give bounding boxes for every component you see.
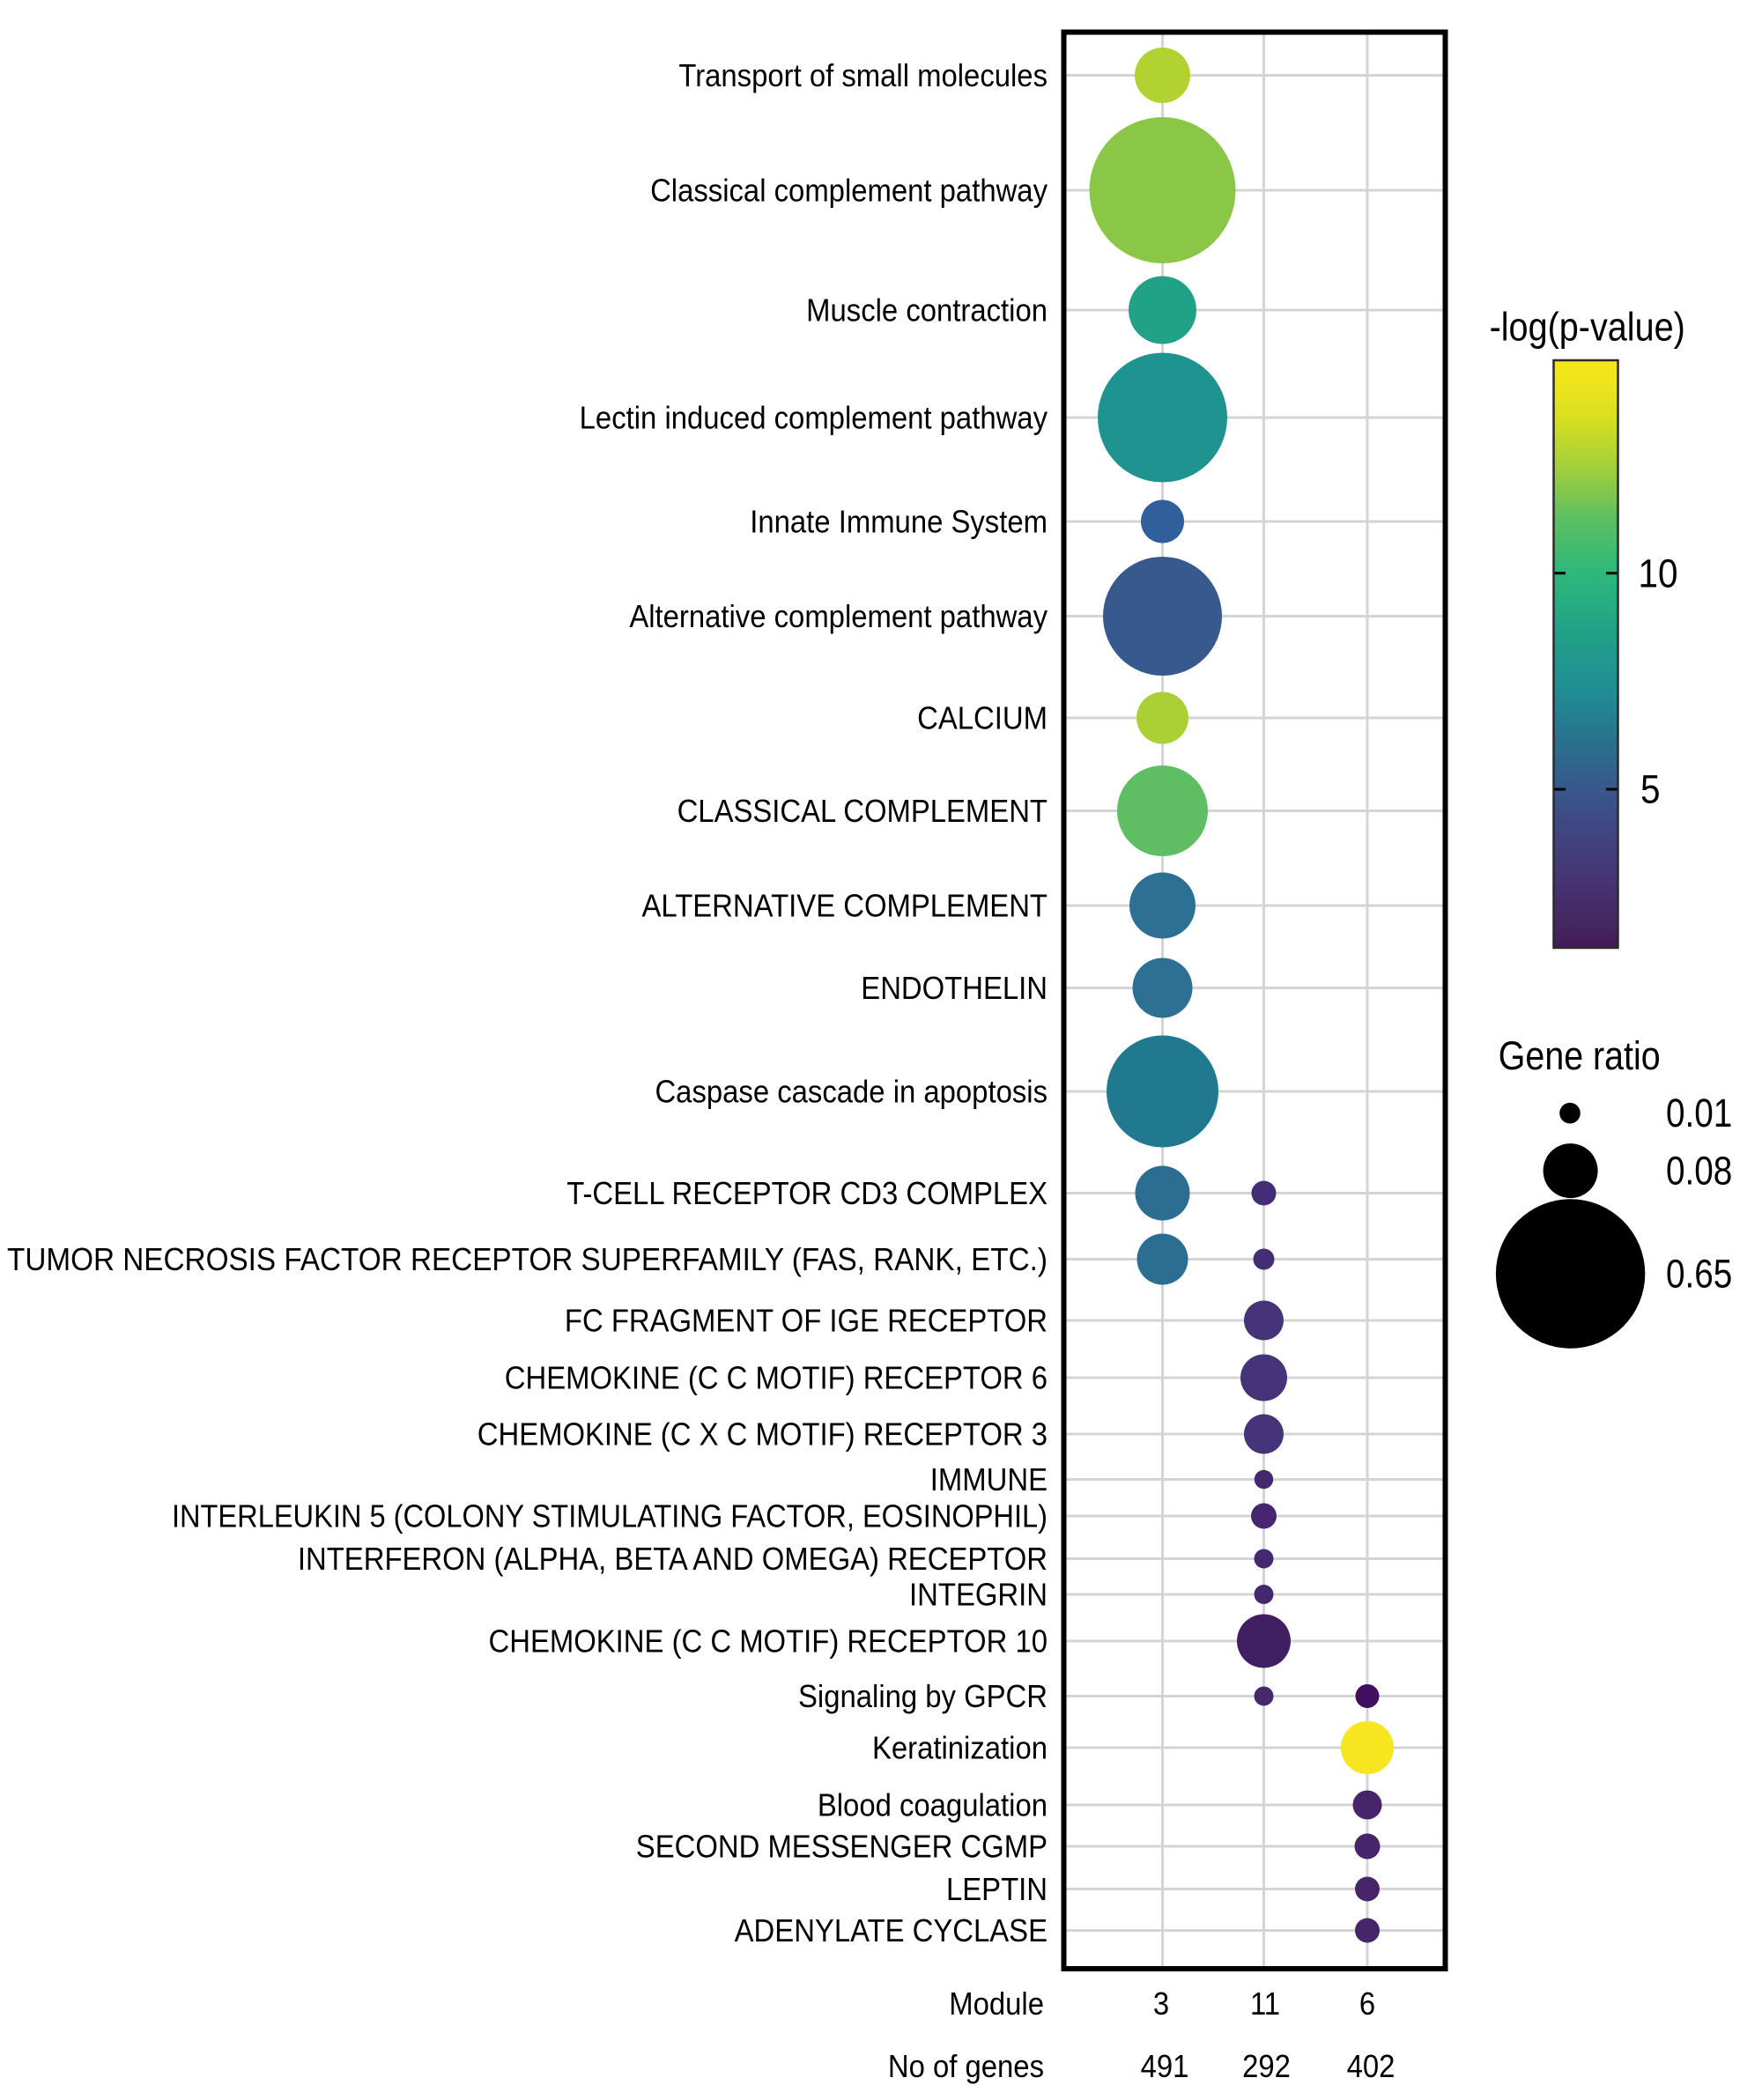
svg-text:CALCIUM: CALCIUM <box>917 701 1048 736</box>
svg-text:INTEGRIN: INTEGRIN <box>909 1578 1048 1613</box>
svg-text:-log(p-value): -log(p-value) <box>1490 305 1685 349</box>
svg-text:3: 3 <box>1153 1986 1169 2022</box>
svg-text:CHEMOKINE (C C MOTIF) RECEPTOR: CHEMOKINE (C C MOTIF) RECEPTOR 10 <box>489 1624 1048 1660</box>
svg-text:402: 402 <box>1347 2049 1396 2084</box>
svg-text:No of genes: No of genes <box>888 2049 1044 2084</box>
svg-text:491: 491 <box>1141 2049 1189 2084</box>
svg-text:Signaling by GPCR: Signaling by GPCR <box>798 1679 1048 1714</box>
svg-text:INTERFERON (ALPHA, BETA AND OM: INTERFERON (ALPHA, BETA AND OMEGA) RECEP… <box>298 1542 1048 1577</box>
svg-text:Gene ratio: Gene ratio <box>1499 1034 1661 1078</box>
svg-text:292: 292 <box>1242 2049 1291 2084</box>
svg-text:0.01: 0.01 <box>1666 1091 1732 1135</box>
svg-text:Transport of small molecules: Transport of small molecules <box>678 58 1048 93</box>
svg-text:Blood coagulation: Blood coagulation <box>818 1788 1048 1823</box>
svg-text:SECOND MESSENGER CGMP: SECOND MESSENGER CGMP <box>636 1830 1048 1865</box>
svg-text:ADENYLATE CYCLASE: ADENYLATE CYCLASE <box>735 1913 1048 1948</box>
svg-text:TUMOR NECROSIS FACTOR RECEPTOR: TUMOR NECROSIS FACTOR RECEPTOR SUPERFAMI… <box>7 1242 1048 1278</box>
svg-text:10: 10 <box>1639 551 1678 595</box>
svg-text:Innate Immune System: Innate Immune System <box>750 505 1048 540</box>
svg-text:CLASSICAL COMPLEMENT: CLASSICAL COMPLEMENT <box>677 794 1048 829</box>
svg-text:FC FRAGMENT OF IGE RECEPTOR: FC FRAGMENT OF IGE RECEPTOR <box>565 1304 1048 1339</box>
svg-text:CHEMOKINE (C X C MOTIF) RECEPT: CHEMOKINE (C X C MOTIF) RECEPTOR 3 <box>478 1417 1048 1453</box>
svg-text:Muscle contraction: Muscle contraction <box>806 293 1048 329</box>
svg-text:Lectin induced complement path: Lectin induced complement pathway <box>580 401 1048 436</box>
svg-text:6: 6 <box>1359 1986 1375 2022</box>
svg-text:CHEMOKINE (C C MOTIF) RECEPTOR: CHEMOKINE (C C MOTIF) RECEPTOR 6 <box>505 1361 1048 1396</box>
svg-text:Keratinization: Keratinization <box>872 1731 1048 1766</box>
svg-text:INTERLEUKIN 5 (COLONY STIMULAT: INTERLEUKIN 5 (COLONY STIMULATING FACTOR… <box>172 1499 1048 1534</box>
svg-text:LEPTIN: LEPTIN <box>946 1872 1048 1907</box>
svg-text:ENDOTHELIN: ENDOTHELIN <box>861 971 1048 1006</box>
svg-text:T-CELL RECEPTOR CD3 COMPLEX: T-CELL RECEPTOR CD3 COMPLEX <box>566 1176 1048 1211</box>
svg-text:0.65: 0.65 <box>1666 1252 1732 1296</box>
svg-text:Caspase cascade in apoptosis: Caspase cascade in apoptosis <box>655 1075 1048 1110</box>
svg-text:5: 5 <box>1640 768 1661 812</box>
svg-text:Classical complement pathway: Classical complement pathway <box>650 174 1048 209</box>
svg-text:IMMUNE: IMMUNE <box>930 1462 1048 1497</box>
svg-text:11: 11 <box>1250 1986 1280 2022</box>
svg-text:Module: Module <box>949 1986 1044 2022</box>
svg-text:ALTERNATIVE COMPLEMENT: ALTERNATIVE COMPLEMENT <box>641 889 1048 924</box>
svg-text:Alternative complement pathway: Alternative complement pathway <box>629 599 1048 634</box>
svg-text:0.08: 0.08 <box>1666 1149 1732 1193</box>
